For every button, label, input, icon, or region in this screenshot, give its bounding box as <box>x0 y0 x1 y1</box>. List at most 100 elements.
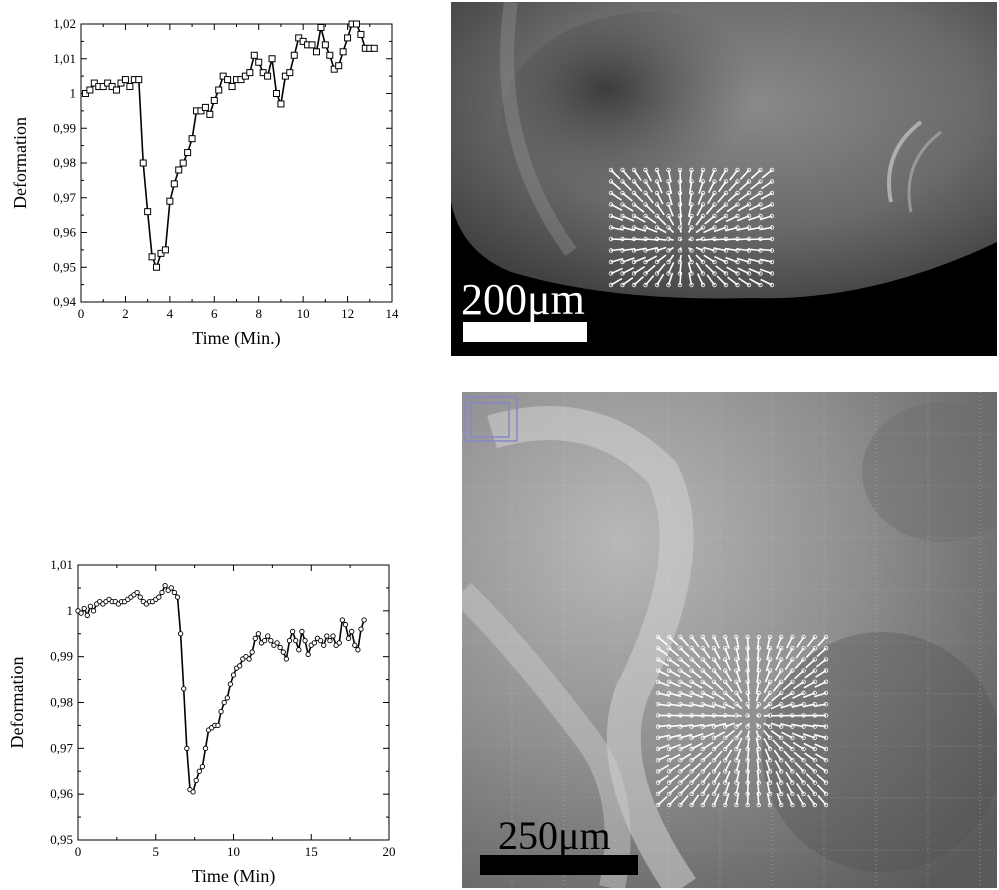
field-node <box>767 668 773 673</box>
data-point <box>221 699 227 706</box>
field-node <box>666 724 672 729</box>
field-node <box>790 646 795 651</box>
field-node <box>712 213 717 219</box>
field-node <box>666 271 671 276</box>
data-point <box>166 197 174 205</box>
data-point <box>113 86 121 94</box>
field-node <box>801 634 806 640</box>
field-node <box>756 634 761 640</box>
data-point <box>159 589 165 596</box>
field-node <box>767 724 773 729</box>
field-node <box>823 657 829 662</box>
field-node <box>678 646 683 651</box>
y-tick-label: 0,99 <box>53 120 76 135</box>
field-node <box>711 791 717 796</box>
y-tick-label: 1,02 <box>53 16 76 31</box>
microscopy-photo-bottom <box>462 392 997 888</box>
field-vector <box>763 703 771 710</box>
x-tick-label: 2 <box>122 306 129 321</box>
field-node <box>767 746 773 752</box>
field-node <box>711 758 717 763</box>
field-node <box>631 213 637 219</box>
field-node <box>746 190 752 196</box>
field-node <box>712 190 717 196</box>
field-node <box>666 236 671 242</box>
data-point <box>290 51 298 59</box>
field-node <box>767 702 773 707</box>
field-node <box>700 167 706 173</box>
field-node <box>734 724 739 729</box>
field-node <box>823 702 829 707</box>
vector-field-top <box>608 167 775 288</box>
field-vector <box>746 703 750 709</box>
field-node <box>654 202 660 207</box>
field-node <box>689 724 694 729</box>
field-vector <box>695 246 704 252</box>
field-node <box>700 657 705 662</box>
field-node <box>790 657 795 662</box>
field-node <box>711 746 717 752</box>
field-node <box>655 724 661 729</box>
data-point <box>215 722 221 729</box>
field-node <box>631 202 637 207</box>
field-node <box>790 634 795 640</box>
field-node <box>654 179 660 184</box>
field-node <box>620 271 625 276</box>
data-point <box>86 86 94 94</box>
field-vector <box>667 226 675 234</box>
field-node <box>769 271 775 276</box>
field-node <box>823 780 829 785</box>
field-node <box>745 690 750 696</box>
field-node <box>700 634 705 640</box>
field-vector <box>755 703 760 710</box>
field-node <box>677 248 683 253</box>
data-point <box>81 605 87 612</box>
field-node <box>666 179 671 184</box>
field-vector <box>687 254 693 263</box>
data-point <box>335 62 343 70</box>
field-node <box>666 690 672 696</box>
field-node <box>666 702 672 707</box>
field-node <box>758 271 763 276</box>
x-tick-label: 0 <box>75 844 82 859</box>
field-vector <box>735 722 743 728</box>
roi-box-inner <box>470 402 510 438</box>
field-node <box>677 282 683 288</box>
field-node <box>655 702 661 707</box>
data-point <box>264 72 272 80</box>
data-point <box>312 48 320 56</box>
data-point <box>252 635 258 641</box>
field-node <box>735 213 740 219</box>
field-node <box>700 179 706 184</box>
field-node <box>756 802 761 808</box>
data-point <box>299 628 305 635</box>
field-vector <box>667 254 675 263</box>
field-node <box>711 702 717 707</box>
field-node <box>655 769 661 774</box>
field-node <box>666 202 671 207</box>
x-tick-label: 20 <box>383 844 396 859</box>
field-node <box>723 679 728 684</box>
field-node <box>767 758 773 763</box>
x-tick-label: 0 <box>78 306 85 321</box>
data-point <box>265 633 271 639</box>
field-node <box>711 646 717 651</box>
field-node <box>723 780 728 785</box>
data-point <box>227 681 234 687</box>
field-node <box>666 668 672 673</box>
field-node <box>620 259 625 265</box>
data-point <box>289 628 296 635</box>
field-node <box>689 167 694 173</box>
field-node <box>654 190 660 196</box>
field-node <box>769 202 775 207</box>
field-node <box>812 679 817 684</box>
data-point <box>175 166 183 174</box>
field-node <box>643 259 648 265</box>
field-node <box>769 259 775 265</box>
field-node <box>767 780 773 785</box>
field-node <box>823 735 829 740</box>
field-node <box>700 679 705 684</box>
x-tick-label: 12 <box>341 306 354 321</box>
field-node <box>735 271 740 276</box>
